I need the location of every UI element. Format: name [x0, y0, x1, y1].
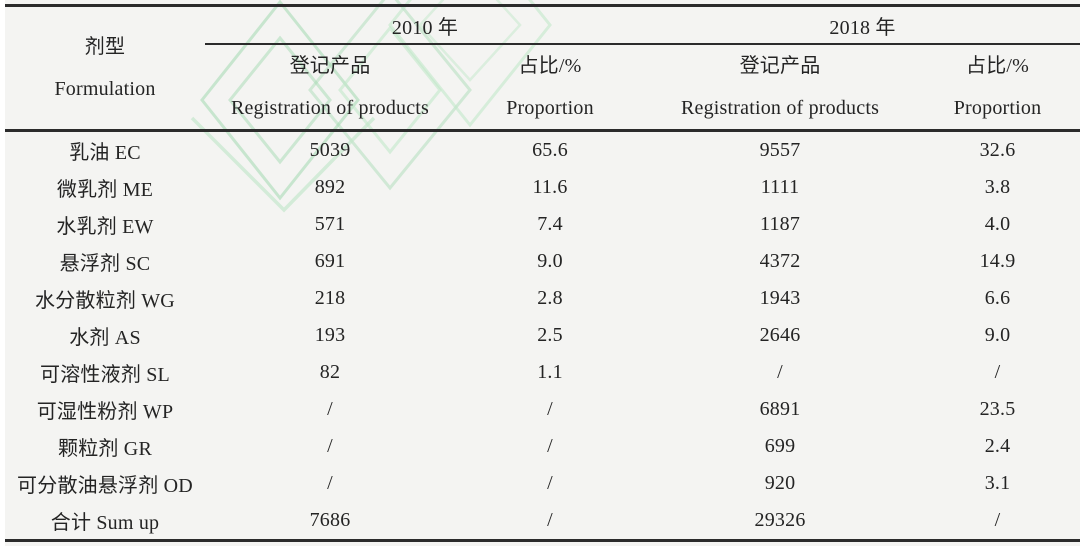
prop-2010-cell: 9.0	[537, 250, 563, 272]
reg-2018-cell: 1943	[759, 287, 801, 309]
reg-2010-cell: 892	[314, 176, 346, 198]
reg-2018-cell: 920	[764, 472, 796, 494]
formulation-column-header: 剂型 Formulation	[5, 5, 205, 132]
prop-2010-cell: /	[547, 435, 553, 457]
prop-2018-cell: 32.6	[979, 139, 1016, 161]
reg-2018-header-en: Registration of products	[680, 97, 880, 119]
table-row: 悬浮剂 SC 691 9.0 4372 14.9	[5, 243, 1080, 280]
reg-2018-cell: 29326	[645, 502, 916, 542]
paper-background: 剂型 Formulation 2010 年 2018 年 登记产品 Regist…	[5, 0, 1080, 546]
prop-2018-header-zh: 占比/%	[966, 55, 1030, 77]
formulation-cell: 微乳剂 ME	[56, 179, 154, 201]
prop-2018-cell: 4.0	[984, 213, 1011, 235]
formulation-registration-table: 剂型 Formulation 2010 年 2018 年 登记产品 Regist…	[5, 4, 1080, 542]
prop-2018-cell: 3.1	[984, 472, 1011, 494]
prop-2010-cell: 65.6	[532, 139, 568, 161]
prop-2018-cell: 6.6	[984, 287, 1011, 309]
formulation-cell: 可溶性液剂 SL	[40, 364, 170, 386]
reg-2018-cell: 4372	[759, 250, 801, 272]
reg-2010-cell: 7686	[205, 502, 455, 542]
reg-2018-cell: 6891	[759, 398, 801, 420]
prop-2010-cell: 7.4	[537, 213, 563, 235]
prop-2018-cell: /	[915, 502, 1080, 542]
reg-2010-cell: 82	[319, 361, 341, 383]
prop-2010-cell: /	[455, 502, 646, 542]
prop-2018-cell: /	[994, 361, 1001, 383]
reg-2018-column-header: 登记产品 Registration of products	[645, 44, 916, 132]
year-2018-header: 2018 年	[645, 5, 1080, 45]
reg-2010-cell: 218	[314, 287, 346, 309]
formulation-cell: 水剂 AS	[69, 327, 141, 349]
prop-2010-cell: 2.5	[537, 324, 563, 346]
reg-2010-cell: 571	[314, 213, 346, 235]
reg-2010-cell: 5039	[309, 139, 351, 161]
formulation-cell: 合计 Sum up	[5, 502, 205, 542]
formulation-cell: 水分散粒剂 WG	[35, 290, 175, 312]
prop-2018-column-header: 占比/% Proportion	[915, 44, 1080, 132]
prop-2010-column-header: 占比/% Proportion	[455, 44, 646, 132]
table-row: 可分散油悬浮剂 OD / / 920 3.1	[5, 465, 1080, 502]
reg-2018-cell: 2646	[759, 324, 801, 346]
table-row: 水分散粒剂 WG 218 2.8 1943 6.6	[5, 280, 1080, 317]
formulation-header-en: Formulation	[54, 78, 156, 100]
prop-2010-cell: 11.6	[532, 176, 568, 198]
prop-2010-header-zh: 占比/%	[518, 55, 582, 77]
reg-2018-cell: 699	[764, 435, 796, 457]
prop-2018-cell: 3.8	[984, 176, 1011, 198]
prop-2018-cell: 23.5	[979, 398, 1016, 420]
prop-2010-header-en: Proportion	[506, 97, 594, 119]
reg-2018-cell: 9557	[759, 139, 801, 161]
formulation-cell: 水乳剂 EW	[56, 216, 154, 238]
prop-2010-cell: 2.8	[537, 287, 563, 309]
table-row: 可湿性粉剂 WP / / 6891 23.5	[5, 391, 1080, 428]
formulation-cell: 悬浮剂 SC	[59, 253, 151, 275]
reg-2018-header-zh: 登记产品	[739, 55, 821, 77]
year-header-row: 剂型 Formulation 2010 年 2018 年	[5, 5, 1080, 132]
table-row: 颗粒剂 GR / / 699 2.4	[5, 428, 1080, 465]
reg-2010-header-zh: 登记产品	[289, 55, 371, 77]
formulation-cell: 可分散油悬浮剂 OD	[17, 475, 193, 497]
reg-2010-cell: /	[327, 472, 333, 494]
formulation-cell: 乳油 EC	[69, 142, 141, 164]
table-row-total: 合计 Sum up 7686 / 29326 /	[5, 502, 1080, 542]
reg-2010-header-en: Registration of products	[230, 97, 430, 119]
table-row: 水剂 AS 193 2.5 2646 9.0	[5, 317, 1080, 354]
prop-2018-cell: 9.0	[984, 324, 1011, 346]
prop-2010-cell: 1.1	[537, 361, 563, 383]
reg-2010-cell: /	[327, 398, 333, 420]
year-2010-header: 2010 年	[205, 5, 646, 45]
formulation-cell: 可湿性粉剂 WP	[36, 401, 174, 423]
reg-2010-column-header: 登记产品 Registration of products	[205, 44, 455, 132]
reg-2018-cell: /	[777, 361, 783, 383]
table-row: 水乳剂 EW 571 7.4 1187 4.0	[5, 206, 1080, 243]
prop-2010-cell: /	[547, 398, 553, 420]
prop-2010-cell: /	[547, 472, 553, 494]
formulation-header-zh: 剂型	[84, 36, 126, 58]
reg-2010-cell: 193	[314, 324, 346, 346]
table-row: 微乳剂 ME 892 11.6 1111 3.8	[5, 169, 1080, 206]
reg-2018-cell: 1111	[760, 176, 800, 198]
prop-2018-cell: 2.4	[984, 435, 1011, 457]
formulation-cell: 颗粒剂 GR	[58, 438, 152, 460]
prop-2018-header-en: Proportion	[953, 97, 1042, 119]
reg-2010-cell: /	[327, 435, 333, 457]
reg-2010-cell: 691	[314, 250, 346, 272]
table-row: 可溶性液剂 SL 82 1.1 / /	[5, 354, 1080, 391]
reg-2018-cell: 1187	[759, 213, 801, 235]
prop-2018-cell: 14.9	[979, 250, 1016, 272]
table-row: 乳油 EC 5039 65.6 9557 32.6	[5, 131, 1080, 170]
